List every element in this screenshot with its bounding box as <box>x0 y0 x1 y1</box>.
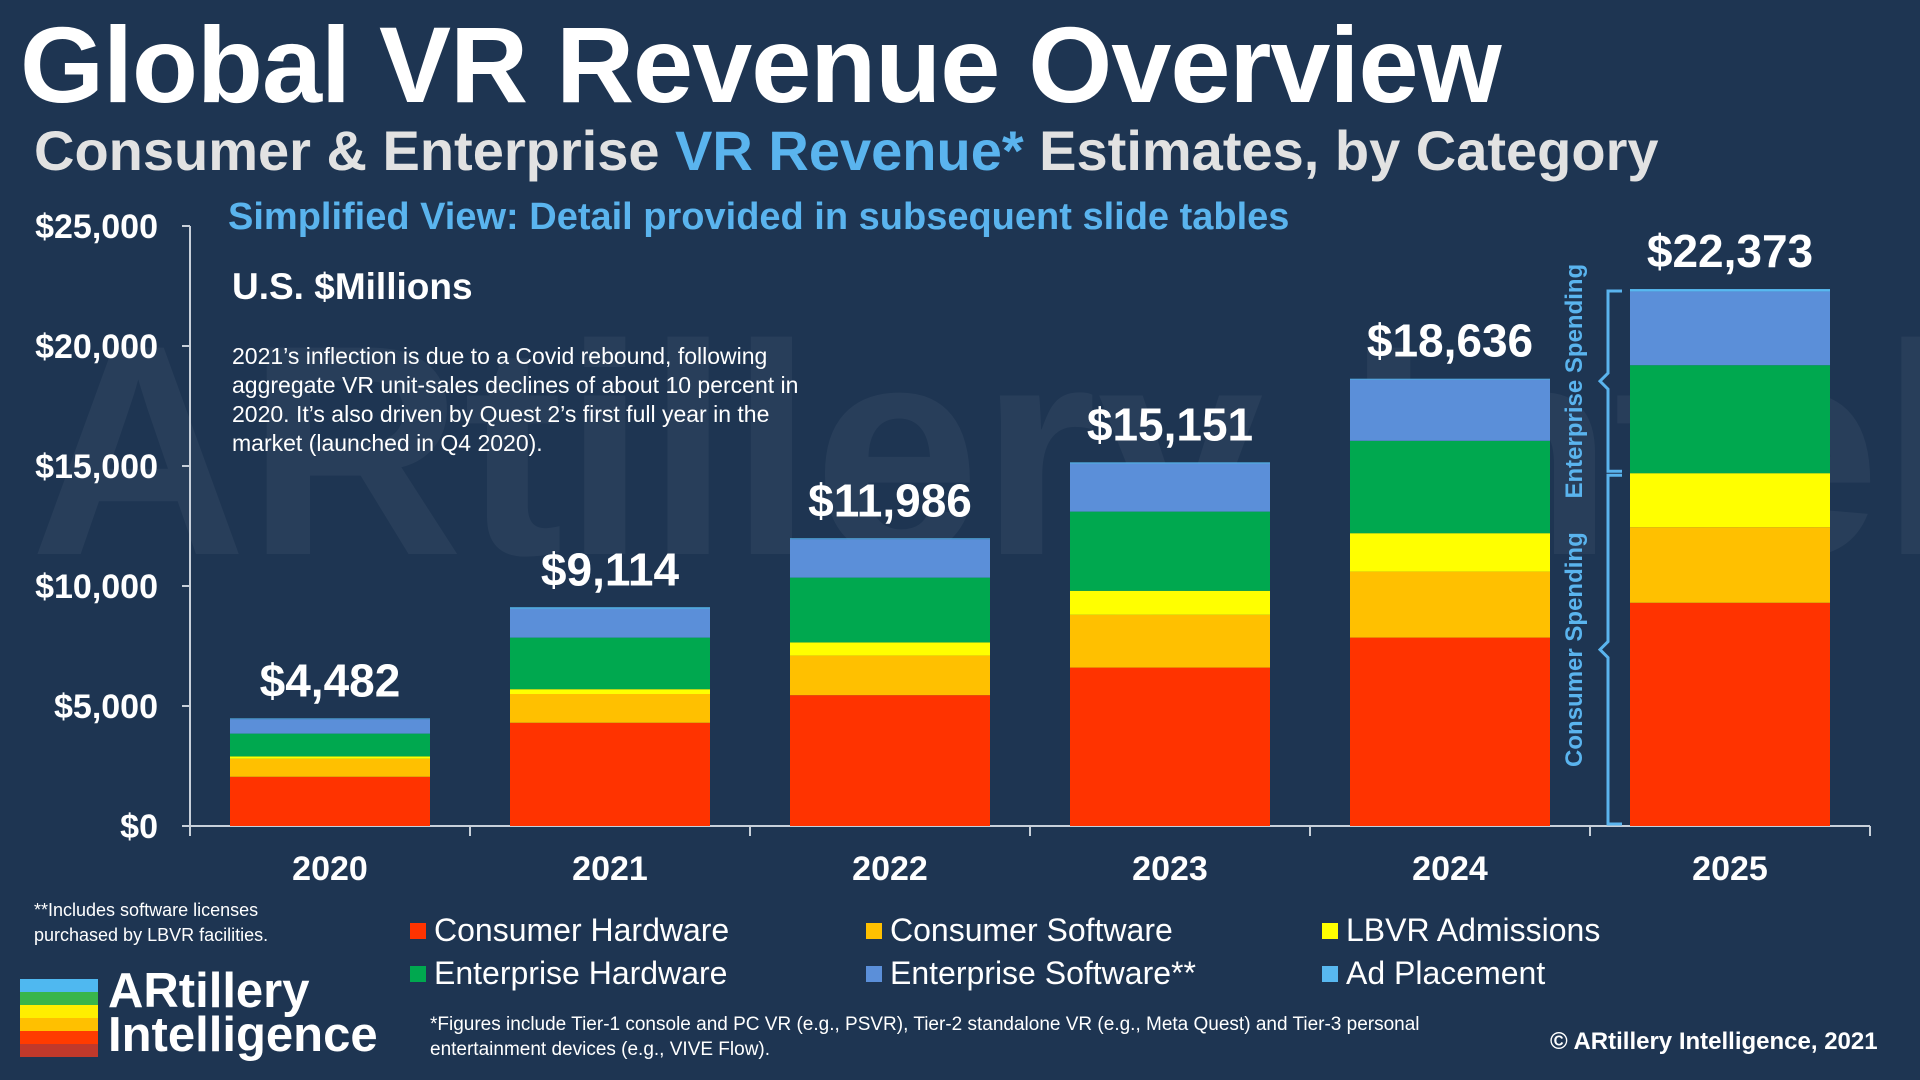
logo-stripe <box>20 979 98 992</box>
legend-swatch <box>410 922 426 939</box>
bar-segment-consumer-software <box>1070 614 1270 668</box>
bar-segment-enterprise-software <box>1070 463 1270 512</box>
bar-segment-consumer-hardware <box>1070 667 1270 826</box>
y-tick-label: $15,000 <box>35 448 158 486</box>
logo-stripe <box>20 1018 98 1031</box>
x-tick-label: 2020 <box>292 850 368 888</box>
bar-segment-ad-placement <box>1070 462 1270 464</box>
logo-line2: Intelligence <box>108 1008 378 1062</box>
bar-segment-consumer-hardware <box>1630 602 1830 826</box>
bar-segment-enterprise-software <box>230 719 430 734</box>
logo-wordmark: ARtillery Intelligence <box>108 964 378 1062</box>
legend-item: Enterprise Software** <box>866 955 1196 992</box>
bar-total-label: $18,636 <box>1367 315 1533 367</box>
legend-item: LBVR Admissions <box>1322 912 1600 949</box>
x-tick-label: 2025 <box>1692 850 1768 888</box>
bar-segment-consumer-software <box>1350 571 1550 638</box>
consumer-bracket <box>1597 473 1622 826</box>
legend-item: Consumer Software <box>866 912 1173 949</box>
legend-swatch <box>1322 922 1338 939</box>
subtitle-part1: Consumer & Enterprise <box>34 119 676 182</box>
legend-item: Enterprise Hardware <box>410 955 727 992</box>
legend-item: Ad Placement <box>1322 955 1545 992</box>
bar-segment-enterprise-software <box>1630 291 1830 366</box>
legend-label: Consumer Software <box>890 912 1173 948</box>
legend-label: LBVR Admissions <box>1346 912 1601 948</box>
bar-segment-consumer-hardware <box>230 776 430 826</box>
logo-stripe <box>20 1031 98 1044</box>
bar-segment-consumer-software <box>1630 527 1830 603</box>
annotation-text: 2021’s inflection is due to a Covid rebo… <box>232 343 799 456</box>
legend-label: Enterprise Hardware <box>434 955 728 991</box>
artillery-logo: ARtillery Intelligence <box>20 967 380 1065</box>
bar-total-label: $15,151 <box>1087 398 1253 450</box>
license-footnote: **Includes software licenses purchased b… <box>34 900 269 945</box>
bar-segment-ad-placement <box>510 607 710 609</box>
consumer-spending-label: Consumer Spending <box>1561 532 1588 767</box>
bar-segment-enterprise-hardware <box>1350 440 1550 534</box>
logo-stripe <box>20 1044 98 1057</box>
bar-segment-enterprise-software <box>1350 379 1550 441</box>
logo-line1: ARtillery <box>108 964 310 1018</box>
legend-swatch <box>410 965 426 982</box>
y-tick-label: $25,000 <box>35 208 158 246</box>
bar-segment-consumer-hardware <box>1350 637 1550 826</box>
bar-segment-lbvr-admissions <box>230 756 430 759</box>
copyright: © ARtillery Intelligence, 2021 <box>1550 1028 1878 1055</box>
bar-segment-lbvr-admissions <box>510 689 710 694</box>
enterprise-bracket <box>1597 289 1622 473</box>
bar-segment-enterprise-software <box>510 608 710 638</box>
bar-segment-ad-placement <box>230 718 430 720</box>
bar-segment-enterprise-hardware <box>790 577 990 643</box>
bar-total-label: $22,373 <box>1647 225 1813 277</box>
logo-icon <box>20 979 98 1057</box>
bar-segment-lbvr-admissions <box>790 642 990 656</box>
simplified-view-note: Simplified View: Detail provided in subs… <box>228 196 1290 238</box>
bar-total-label: $4,482 <box>260 654 401 706</box>
bar-segment-ad-placement <box>790 538 990 540</box>
bar-segment-consumer-hardware <box>790 695 990 826</box>
bar-total-label: $11,986 <box>808 474 972 526</box>
bar-segment-enterprise-hardware <box>510 637 710 690</box>
bar-segment-ad-placement <box>1630 289 1830 292</box>
legend-label: Consumer Hardware <box>434 912 730 948</box>
figures-footnote: *Figures include Tier-1 console and PC V… <box>430 1014 1420 1060</box>
bar-segment-enterprise-software <box>790 539 990 578</box>
x-tick-label: 2022 <box>852 850 928 888</box>
y-tick-label: $5,000 <box>54 688 158 726</box>
bar-segment-enterprise-hardware <box>1630 365 1830 474</box>
x-tick-label: 2023 <box>1132 850 1208 888</box>
bar-segment-enterprise-hardware <box>230 733 430 757</box>
bar-segment-consumer-hardware <box>510 722 710 826</box>
bar-total-label: $9,114 <box>541 543 680 595</box>
legend-swatch <box>866 965 882 982</box>
logo-stripe <box>20 1005 98 1018</box>
bar-segment-consumer-software <box>790 655 990 696</box>
y-tick-label: $10,000 <box>35 568 158 606</box>
bar-segment-lbvr-admissions <box>1630 473 1830 528</box>
legend-swatch <box>1322 965 1338 982</box>
x-tick-label: 2021 <box>572 850 648 888</box>
legend-swatch <box>866 922 882 939</box>
y-tick-label: $20,000 <box>35 328 158 366</box>
units-label: U.S. $Millions <box>232 266 473 307</box>
bar-segment-lbvr-admissions <box>1350 533 1550 572</box>
enterprise-spending-label: Enterprise Spending <box>1561 264 1588 499</box>
bar-segment-ad-placement <box>1350 378 1550 380</box>
x-tick-label: 2024 <box>1412 850 1488 888</box>
y-tick-label: $0 <box>120 808 158 846</box>
bar-segment-enterprise-hardware <box>1070 511 1270 591</box>
subtitle-part3: Estimates, by Category <box>1023 119 1659 182</box>
legend-label: Enterprise Software** <box>890 955 1196 991</box>
page-subtitle: Consumer & Enterprise VR Revenue* Estima… <box>34 118 1659 183</box>
legend-label: Ad Placement <box>1346 955 1546 991</box>
logo-stripe <box>20 992 98 1005</box>
legend-item: Consumer Hardware <box>410 912 729 949</box>
bar-segment-consumer-software <box>510 694 710 723</box>
page-title: Global VR Revenue Overview <box>20 4 1502 125</box>
bar-segment-consumer-software <box>230 758 430 777</box>
bar-segment-lbvr-admissions <box>1070 590 1270 615</box>
subtitle-highlight: VR Revenue* <box>675 119 1024 182</box>
